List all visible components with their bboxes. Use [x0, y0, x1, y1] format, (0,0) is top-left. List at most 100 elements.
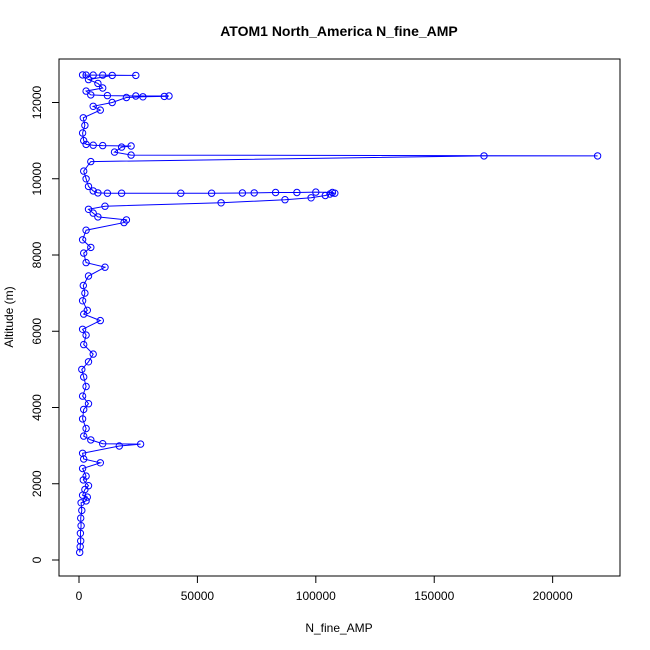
data-point — [593, 152, 602, 160]
data-point — [94, 189, 102, 197]
data-point — [82, 424, 90, 433]
data-point — [207, 189, 216, 197]
data-point — [78, 129, 87, 137]
data-point — [83, 306, 92, 314]
data-point — [101, 202, 109, 210]
data-point — [99, 440, 107, 448]
data-point — [122, 216, 131, 224]
data-point — [99, 71, 107, 79]
data-point — [108, 71, 116, 80]
data-point — [77, 499, 85, 507]
chart-title: ATOM1 North_America N_fine_AMP — [220, 23, 458, 39]
data-point — [81, 121, 89, 130]
data-point — [281, 196, 289, 204]
data-point — [83, 493, 92, 501]
data-point — [78, 365, 86, 374]
data-point — [238, 189, 247, 197]
data-point — [250, 189, 258, 197]
data-point — [89, 102, 97, 111]
data-point — [78, 236, 87, 244]
data-point — [82, 472, 90, 480]
data-point — [127, 142, 135, 150]
x-axis-label: N_fine_AMP — [305, 621, 372, 635]
x-tick-label: 0 — [76, 589, 83, 603]
data-point — [103, 189, 112, 197]
data-point — [89, 209, 97, 217]
data-point — [77, 522, 85, 530]
data-point — [89, 187, 97, 195]
data-point — [80, 455, 88, 463]
data-point — [84, 272, 93, 280]
data-point — [165, 92, 173, 100]
data-point — [96, 316, 105, 325]
data-point — [177, 189, 185, 197]
data-point — [132, 71, 140, 80]
data-point — [82, 382, 90, 391]
data-point — [78, 71, 87, 79]
data-point — [82, 71, 90, 79]
y-axis: 0 2000 4000 6000 8000 10000 12000 — [30, 85, 59, 563]
data-point — [84, 482, 93, 490]
y-tick-label: 12000 — [30, 85, 44, 119]
data-point — [84, 75, 93, 84]
data-point — [87, 243, 95, 252]
data-point — [89, 141, 97, 149]
x-axis: 0 50000 100000 150000 200000 — [76, 576, 573, 603]
data-point — [78, 464, 87, 473]
data-point — [480, 152, 488, 160]
data-point — [89, 350, 97, 358]
data-point — [76, 543, 84, 551]
data-point — [80, 136, 88, 145]
series-line — [79, 74, 598, 553]
x-tick-label: 150000 — [414, 589, 454, 603]
plot-frame — [58, 58, 621, 577]
x-tick-label: 200000 — [533, 589, 573, 603]
data-point — [82, 331, 90, 339]
data-point — [96, 459, 105, 467]
y-axis-label: Altitude (m) — [2, 286, 16, 347]
data-point — [76, 548, 84, 557]
data-point — [89, 71, 97, 79]
data-point — [99, 84, 107, 92]
data-point — [79, 114, 88, 122]
data-point — [84, 400, 93, 408]
data-point — [77, 514, 85, 522]
data-point — [87, 436, 95, 444]
data-point — [78, 392, 87, 400]
data-point — [82, 87, 90, 95]
data-point — [307, 194, 315, 202]
data-point — [80, 373, 88, 381]
data-point — [78, 415, 87, 423]
data-point — [80, 432, 88, 440]
data-point — [94, 213, 102, 221]
data-point — [84, 205, 93, 214]
data-point — [217, 199, 225, 207]
data-point — [78, 325, 87, 333]
data-point — [94, 79, 102, 88]
data-point — [122, 93, 131, 102]
data-point — [110, 148, 119, 156]
data-point — [82, 497, 90, 505]
data-point — [79, 281, 88, 290]
data-point — [132, 92, 140, 100]
data-point — [82, 226, 90, 234]
series — [76, 71, 602, 557]
data-point — [108, 98, 116, 107]
y-tick-label: 6000 — [30, 318, 44, 345]
y-tick-label: 10000 — [30, 162, 44, 196]
data-point — [328, 188, 337, 197]
data-point — [81, 289, 89, 297]
data-point — [321, 191, 329, 200]
data-point — [312, 188, 320, 196]
data-point — [160, 92, 169, 101]
data-point — [80, 167, 88, 175]
data-point — [139, 93, 147, 101]
y-tick-label: 8000 — [30, 241, 44, 268]
data-point — [87, 157, 95, 166]
data-point — [136, 440, 145, 448]
data-point — [84, 182, 93, 191]
data-point — [117, 143, 126, 151]
data-point — [77, 537, 85, 545]
data-point — [76, 529, 85, 537]
data-point — [87, 91, 95, 99]
